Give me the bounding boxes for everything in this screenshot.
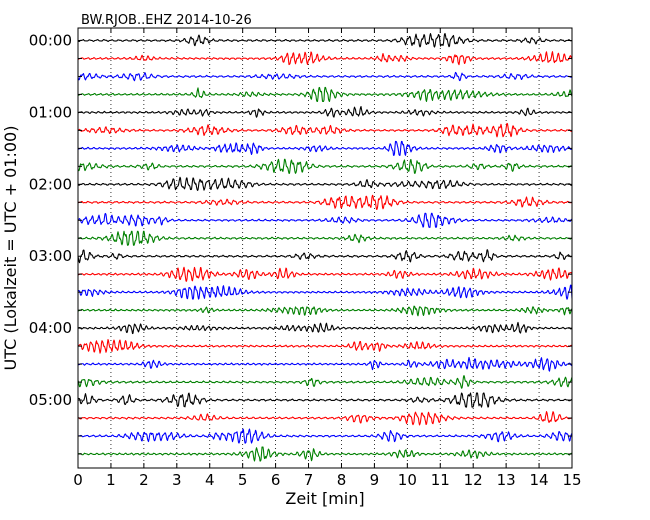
seismogram-trace xyxy=(77,140,573,156)
seismogram-trace xyxy=(77,86,573,102)
x-tick-label: 12 xyxy=(464,471,483,489)
plot-background xyxy=(78,28,572,468)
seismogram-trace xyxy=(77,266,573,282)
seismogram-trace xyxy=(77,446,573,462)
seismogram-trace xyxy=(77,428,573,444)
seismogram-traces xyxy=(77,32,573,462)
x-tick-label: 13 xyxy=(497,471,516,489)
y-tick-label: 05:00 xyxy=(29,391,72,409)
seismogram-trace xyxy=(77,212,573,228)
x-gridlines xyxy=(110,28,540,468)
y-tick-label: 02:00 xyxy=(29,175,72,193)
x-tick-label: 11 xyxy=(431,471,450,489)
seismogram-trace xyxy=(77,339,573,354)
x-tick-label: 14 xyxy=(530,471,549,489)
x-tick-label: 0 xyxy=(73,471,83,489)
y-tick-label: 00:00 xyxy=(29,32,72,50)
seismogram-trace xyxy=(77,71,573,82)
seismogram-trace xyxy=(77,230,573,246)
seismogram-trace xyxy=(77,284,573,300)
x-axis-ticks: 0 1 2 3 4 5 6 7 8 9 10 11 12 13 14 15 xyxy=(73,28,582,489)
seismogram-trace xyxy=(77,51,573,66)
x-tick-label: 4 xyxy=(205,471,215,489)
plot-frame xyxy=(77,27,573,469)
chart-title: BW.RJOB..EHZ 2014-10-26 xyxy=(81,13,252,28)
x-tick-label: 8 xyxy=(337,471,347,489)
seismogram-trace xyxy=(77,392,573,408)
seismogram-trace xyxy=(77,105,573,118)
x-tick-label: 7 xyxy=(304,471,314,489)
y-tick-label: 03:00 xyxy=(29,247,72,265)
x-tick-label: 5 xyxy=(238,471,248,489)
y-tick-label: 04:00 xyxy=(29,319,72,337)
seismogram-trace xyxy=(77,375,573,389)
seismogram-trace xyxy=(77,158,573,174)
x-tick-label: 9 xyxy=(370,471,380,489)
y-axis-label: UTC (Lokalzeit = UTC + 01:00) xyxy=(1,126,20,371)
x-tick-label: 2 xyxy=(139,471,149,489)
x-tick-label: 3 xyxy=(172,471,182,489)
x-tick-label: 15 xyxy=(562,471,581,489)
x-axis-label: Zeit [min] xyxy=(285,489,364,508)
seismogram-trace xyxy=(77,122,573,138)
y-axis-ticks: 00:00 01:00 02:00 03:00 04:00 05:00 xyxy=(29,32,572,455)
seismogram-trace xyxy=(77,321,573,335)
seismogram-trace xyxy=(77,305,573,317)
seismogram-trace xyxy=(77,356,573,372)
x-tick-label: 6 xyxy=(271,471,281,489)
x-tick-label: 10 xyxy=(398,471,417,489)
x-tick-label: 1 xyxy=(106,471,116,489)
seismogram-trace xyxy=(77,194,573,210)
seismogram-trace xyxy=(77,32,573,48)
seismogram-trace xyxy=(77,411,573,426)
seismogram-trace xyxy=(77,176,573,191)
seismogram-trace xyxy=(77,249,573,264)
y-tick-label: 01:00 xyxy=(29,103,72,121)
